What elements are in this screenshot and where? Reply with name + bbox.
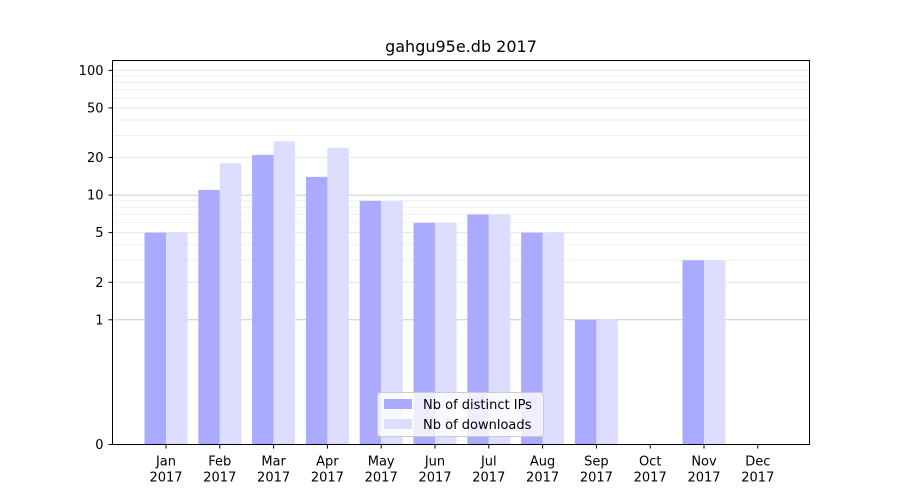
legend-swatch (384, 419, 412, 429)
bar-distinct-ips (198, 189, 220, 445)
bar-distinct-ips (574, 319, 597, 445)
bars (144, 141, 726, 445)
y-tick-label: 100 (79, 64, 104, 79)
legend-label: Nb of downloads (423, 418, 532, 433)
bar-downloads (219, 163, 242, 445)
plot-frame (112, 60, 810, 445)
bar-downloads (542, 232, 565, 445)
x-tick-label: Sep 2017 (580, 455, 613, 486)
y-axis: 0 1 2 5 10 20 50 100 (79, 64, 113, 453)
x-axis: Jan 2017 Feb 2017 Mar 2017 Apr 2017 May 2017 Jun 20… (149, 444, 774, 486)
x-tick-label: Oct 2017 (634, 455, 667, 486)
bar-downloads (166, 232, 188, 445)
x-tick-label: Jan 2017 (149, 455, 182, 486)
bar-downloads (704, 260, 726, 445)
legend-label: Nb of distinct IPs (423, 398, 532, 413)
bar-distinct-ips (305, 176, 328, 445)
x-tick-label: Apr 2017 (311, 455, 344, 486)
y-tick-label: 0 (95, 438, 103, 453)
x-tick-label: Jul 2017 (472, 455, 505, 486)
bar-downloads (327, 147, 349, 445)
bar-distinct-ips (359, 200, 382, 445)
legend-box (377, 392, 544, 437)
legend: Nb of distinct IPs Nb of downloads (377, 392, 544, 437)
bar-distinct-ips (682, 260, 704, 445)
bar-downloads (488, 214, 511, 445)
x-tick-label: May 2017 (365, 455, 398, 486)
bar-downloads (596, 319, 618, 445)
bar-distinct-ips (252, 154, 274, 445)
bar-distinct-ips (467, 214, 489, 445)
legend-swatch (384, 399, 412, 409)
bar-distinct-ips (521, 232, 543, 445)
y-tick-label: 1 (95, 313, 103, 328)
x-tick-label: Aug 2017 (526, 455, 559, 486)
bar-distinct-ips (144, 232, 166, 445)
x-tick-label: Mar 2017 (257, 455, 290, 486)
y-tick-label: 10 (87, 189, 104, 204)
x-tick-label: Nov 2017 (687, 455, 720, 486)
bar-distinct-ips (413, 222, 435, 445)
bar-downloads (435, 222, 457, 445)
x-tick-label: Feb 2017 (203, 455, 236, 486)
y-tick-label: 5 (95, 226, 103, 241)
y-tick-label: 50 (87, 101, 104, 116)
y-tick-label: 2 (95, 276, 103, 291)
x-tick-label: Dec 2017 (741, 455, 774, 486)
x-tick-label: Jun 2017 (418, 455, 451, 486)
y-tick-label: 20 (87, 151, 104, 166)
bar-downloads (381, 200, 403, 445)
chart-title: gahgu95e.db 2017 (385, 37, 537, 56)
bar-downloads (273, 141, 296, 445)
